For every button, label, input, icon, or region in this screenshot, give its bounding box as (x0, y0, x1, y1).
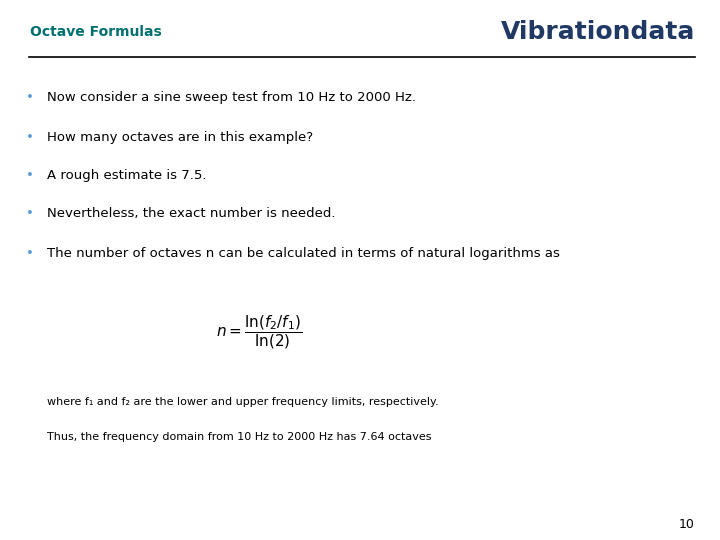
Text: where f₁ and f₂ are the lower and upper frequency limits, respectively.: where f₁ and f₂ are the lower and upper … (47, 397, 438, 407)
Text: Octave Formulas: Octave Formulas (30, 25, 162, 39)
Text: $n = \dfrac{\ln(f_2/f_1)}{\ln(2)}$: $n = \dfrac{\ln(f_2/f_1)}{\ln(2)}$ (216, 313, 302, 351)
Text: •: • (27, 247, 34, 260)
Text: •: • (27, 169, 34, 182)
Text: •: • (27, 131, 34, 144)
Text: •: • (27, 91, 34, 104)
Text: How many octaves are in this example?: How many octaves are in this example? (47, 131, 313, 144)
Text: Nevertheless, the exact number is needed.: Nevertheless, the exact number is needed… (47, 207, 336, 220)
Text: Now consider a sine sweep test from 10 Hz to 2000 Hz.: Now consider a sine sweep test from 10 H… (47, 91, 416, 104)
Text: The number of octaves n can be calculated in terms of natural logarithms as: The number of octaves n can be calculate… (47, 247, 559, 260)
Text: A rough estimate is 7.5.: A rough estimate is 7.5. (47, 169, 207, 182)
Text: Thus, the frequency domain from 10 Hz to 2000 Hz has 7.64 octaves: Thus, the frequency domain from 10 Hz to… (47, 433, 431, 442)
Text: 10: 10 (679, 518, 695, 531)
Text: •: • (27, 207, 34, 220)
Text: Vibrationdata: Vibrationdata (500, 21, 695, 44)
